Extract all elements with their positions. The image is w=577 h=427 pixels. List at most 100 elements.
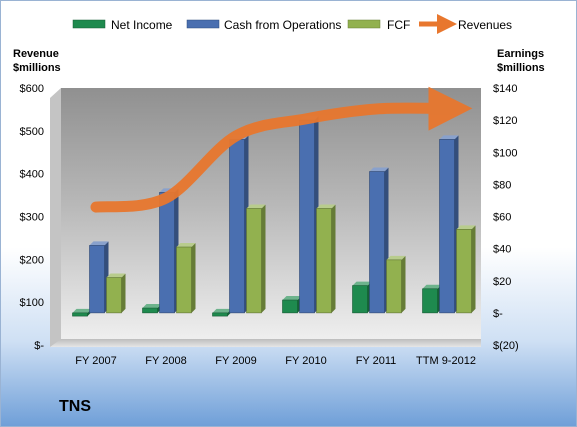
left-tick-label: $- — [34, 340, 44, 352]
bar-front — [299, 119, 315, 314]
legend-label-revenues: Revenues — [458, 18, 512, 32]
plot-side-wall — [50, 88, 61, 347]
right-tick-label: $100 — [493, 147, 517, 159]
bar-cash-from-operations — [159, 188, 179, 314]
bar-front — [369, 171, 385, 314]
bar-front — [456, 229, 472, 314]
legend-swatch-cash-from-operations — [186, 19, 220, 29]
legend-label-fcf: FCF — [387, 18, 410, 32]
right-axis-ticks: $(20) $- $20 $40 $60 $80 $100 $120 $140 — [493, 83, 519, 352]
category-labels: FY 2007 FY 2008 FY 2009 FY 2010 FY 2011 TTM 9… — [75, 355, 476, 367]
bar-front — [159, 192, 175, 314]
right-tick-label: $40 — [493, 244, 511, 256]
left-tick-label: $100 — [20, 297, 44, 309]
bar-side — [261, 204, 266, 313]
company-ticker: TNS — [59, 398, 91, 415]
right-tick-label: $60 — [493, 212, 511, 224]
legend-label-cash-from-operations: Cash from Operations — [224, 18, 341, 32]
bar-front — [422, 288, 438, 314]
bar-top — [212, 308, 232, 313]
bar-side — [401, 255, 406, 313]
bar-top — [316, 204, 336, 209]
bar-top — [456, 225, 476, 230]
left-tick-label: $400 — [20, 169, 44, 181]
bar-top — [106, 273, 126, 278]
bar-top — [142, 304, 162, 309]
bar-cash-from-operations — [89, 241, 109, 314]
legend-swatch-net-income — [72, 19, 106, 29]
bar-fcf — [106, 273, 126, 314]
category-label: FY 2010 — [285, 355, 326, 367]
bar-net-income — [142, 304, 162, 314]
bar-fcf — [176, 243, 196, 314]
bar-front — [72, 312, 88, 317]
bar-front — [106, 277, 122, 314]
bar-cash-from-operations — [299, 116, 319, 314]
bar-cash-from-operations — [439, 135, 459, 314]
bar-fcf — [246, 204, 266, 314]
bar-front — [142, 307, 158, 314]
left-tick-label: $200 — [20, 254, 44, 266]
bars — [72, 116, 476, 317]
bar-front — [246, 208, 262, 314]
right-tick-label: $(20) — [493, 340, 519, 352]
bar-front — [229, 139, 245, 314]
bar-net-income — [422, 284, 442, 314]
right-axis-title-line2: $millions — [497, 62, 545, 74]
bar-front — [439, 139, 455, 314]
legend: Net Income Cash from Operations FCF Reve… — [72, 14, 512, 34]
revenue-line-path — [90, 86, 473, 213]
bar-top — [386, 255, 406, 260]
category-label: FY 2008 — [145, 355, 186, 367]
bar-side — [471, 225, 476, 313]
bar-top — [282, 296, 302, 301]
bar-side — [121, 273, 126, 313]
bar-top — [72, 308, 92, 313]
right-tick-label: $140 — [493, 83, 517, 95]
bar-top — [89, 241, 109, 246]
bar-front — [176, 246, 192, 314]
left-tick-label: $600 — [20, 83, 44, 95]
left-axis-title-line2: $millions — [13, 62, 61, 74]
legend-label-net-income: Net Income — [111, 18, 173, 32]
bar-fcf — [386, 255, 406, 314]
category-label: FY 2007 — [75, 355, 116, 367]
left-tick-label: $500 — [20, 126, 44, 138]
bar-top — [369, 167, 389, 172]
right-tick-label: $- — [493, 308, 503, 320]
bar-front — [282, 299, 298, 314]
bar-front — [352, 285, 368, 314]
bar-front — [212, 312, 228, 317]
category-label: TTM 9-2012 — [416, 355, 476, 367]
bar-top — [422, 284, 442, 289]
left-tick-label: $300 — [20, 212, 44, 224]
category-label: FY 2009 — [215, 355, 256, 367]
bar-top — [176, 243, 196, 248]
plot-floor — [50, 339, 481, 347]
bar-side — [331, 204, 336, 313]
left-axis-ticks: $- $100 $200 $300 $400 $500 $600 — [20, 83, 45, 352]
bar-front — [89, 245, 105, 314]
bar-cash-from-operations — [369, 167, 389, 314]
category-label: FY 2011 — [356, 355, 397, 367]
left-axis-title-line1: Revenue — [13, 48, 59, 60]
revenue-line — [90, 86, 473, 213]
right-tick-label: $20 — [493, 276, 511, 288]
plot-area — [61, 88, 481, 347]
bar-fcf — [456, 225, 476, 314]
bar-top — [439, 135, 459, 140]
right-tick-label: $80 — [493, 179, 511, 191]
bar-net-income — [282, 296, 302, 314]
bar-fcf — [316, 204, 336, 314]
bar-top — [246, 204, 266, 209]
bar-cash-from-operations — [229, 135, 249, 314]
bar-side — [191, 243, 196, 313]
bar-front — [316, 208, 332, 314]
right-axis-title-line1: Earnings — [497, 48, 544, 60]
legend-swatch-fcf — [347, 19, 381, 29]
bar-net-income — [352, 281, 372, 314]
right-tick-label: $120 — [493, 115, 517, 127]
bar-front — [386, 259, 402, 314]
